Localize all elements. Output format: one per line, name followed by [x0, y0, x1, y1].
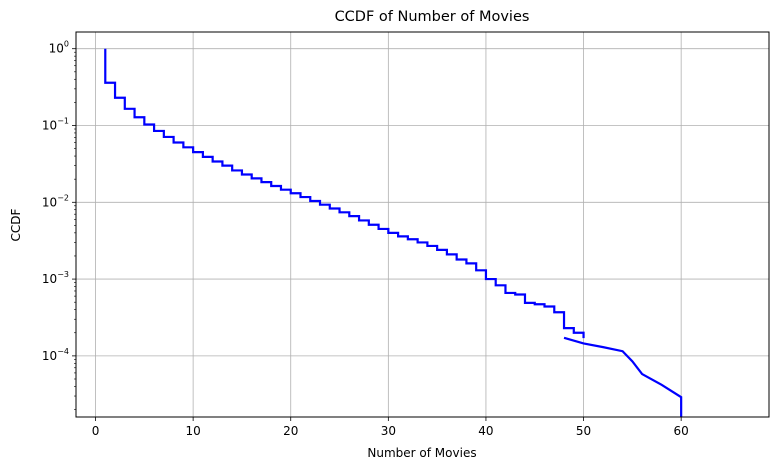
series-lines — [105, 49, 681, 417]
y-tick-label: 10−2 — [42, 193, 69, 209]
y-axis-label: CCDF — [9, 208, 23, 241]
x-axis-ticks: 0 10 20 30 40 50 60 — [92, 417, 689, 438]
y-axis-ticks: 100 10−1 10−2 10−3 10−4 — [42, 40, 76, 410]
x-tick-label: 20 — [283, 424, 298, 438]
plot-frame — [76, 32, 769, 417]
ccdf-series-line-1 — [105, 49, 583, 338]
y-tick-label: 100 — [49, 40, 69, 56]
grid — [76, 32, 769, 417]
x-tick-label: 0 — [92, 424, 100, 438]
x-axis-label: Number of Movies — [367, 446, 476, 460]
ccdf-series-line-2 — [564, 338, 681, 417]
x-tick-label: 10 — [185, 424, 200, 438]
y-tick-label: 10−4 — [42, 347, 69, 363]
y-tick-label: 10−3 — [42, 270, 69, 286]
x-tick-label: 40 — [478, 424, 493, 438]
x-tick-label: 30 — [381, 424, 396, 438]
y-tick-label: 10−1 — [42, 116, 69, 132]
x-tick-label: 60 — [674, 424, 689, 438]
chart-title: CCDF of Number of Movies — [335, 9, 530, 25]
x-tick-label: 50 — [576, 424, 591, 438]
